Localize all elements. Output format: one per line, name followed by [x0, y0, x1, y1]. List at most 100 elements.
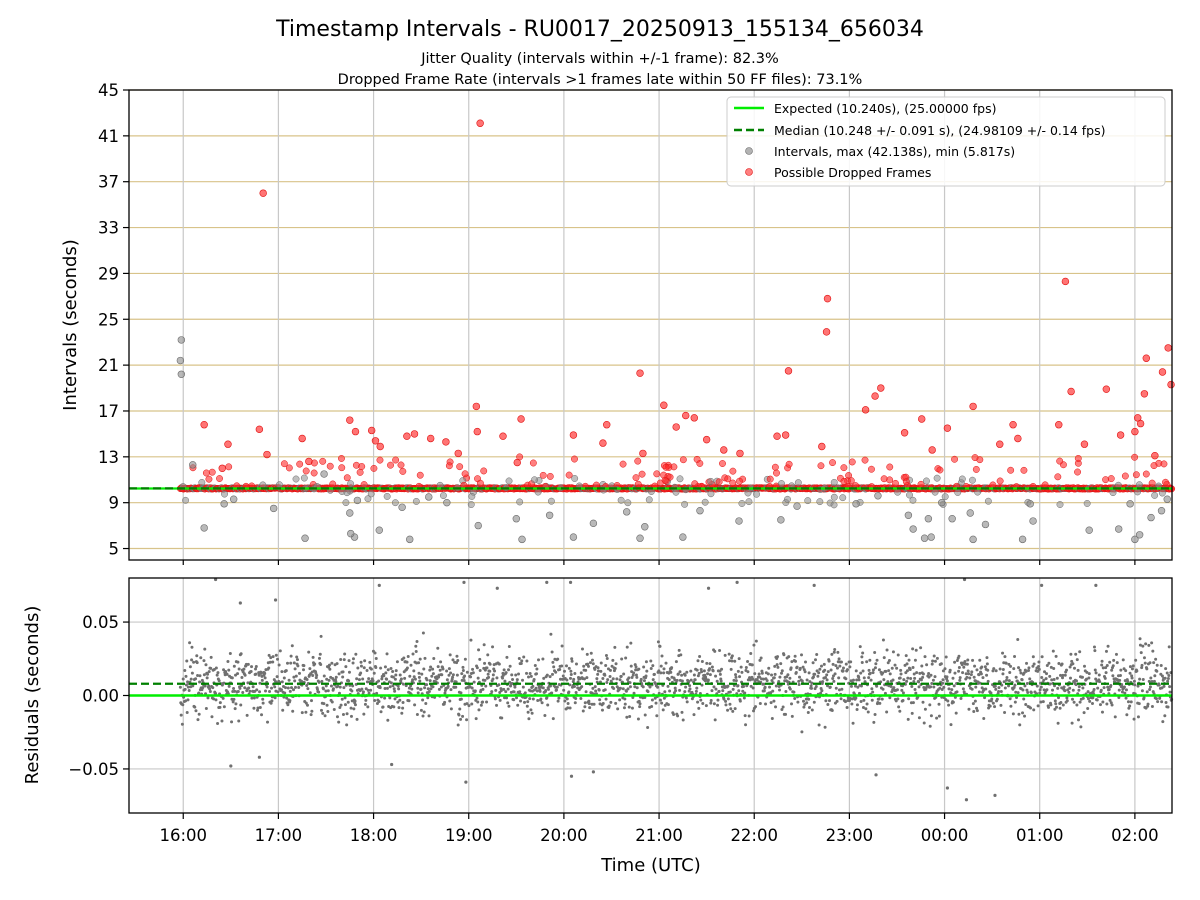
residual-point: [1130, 676, 1134, 680]
dropped-frame-point: [397, 461, 405, 469]
residual-point: [1020, 678, 1024, 682]
dropped-frame-point: [969, 402, 977, 411]
residual-point: [230, 720, 234, 724]
interval-point: [1083, 500, 1091, 507]
residual-point: [383, 665, 387, 669]
residual-point: [807, 671, 811, 675]
residual-point: [1132, 679, 1136, 683]
residual-point: [845, 668, 849, 672]
residual-point: [569, 672, 573, 676]
residual-point: [821, 680, 825, 684]
dropped-frame-point: [653, 470, 661, 478]
residual-point: [1032, 662, 1036, 666]
residual-point: [692, 673, 696, 677]
residual-point: [802, 699, 806, 703]
residual-point: [512, 698, 516, 702]
residual-point: [683, 673, 687, 677]
residual-point: [905, 669, 909, 673]
dropped-frame-point: [461, 470, 469, 478]
interval-point: [839, 494, 847, 502]
residual-point: [965, 662, 969, 666]
residual-point: [1076, 718, 1080, 722]
residual-point: [650, 698, 654, 702]
residual-point: [1069, 652, 1073, 656]
residual-point: [941, 678, 945, 682]
residual-point: [788, 687, 792, 691]
residual-point: [905, 662, 909, 666]
residual-point: [790, 702, 794, 706]
residual-point: [1151, 649, 1155, 653]
residual-point: [510, 673, 514, 677]
residual-point: [550, 672, 554, 676]
residual-point: [289, 654, 293, 658]
residual-point: [1140, 689, 1144, 693]
residual-point: [739, 665, 743, 669]
residual-point: [1082, 664, 1086, 668]
residual-point: [1037, 667, 1041, 671]
residual-point: [874, 773, 878, 777]
residual-point: [591, 686, 595, 690]
residual-point: [1018, 723, 1022, 727]
residual-point: [895, 688, 899, 692]
residual-point: [329, 684, 333, 688]
residual-point: [1166, 677, 1170, 681]
residual-point: [635, 675, 639, 679]
dropped-frame-point: [403, 432, 411, 440]
residual-point: [377, 583, 381, 587]
residual-point: [715, 679, 719, 683]
residual-point: [708, 667, 712, 671]
interval-point: [1056, 501, 1064, 508]
interval-point: [259, 481, 267, 489]
dropped-frame-point: [376, 442, 384, 451]
residual-point: [280, 670, 284, 674]
residual-point: [733, 659, 737, 663]
residual-point: [836, 650, 840, 654]
residual-point: [481, 687, 485, 691]
residual-point: [919, 646, 923, 650]
residual-point: [892, 686, 896, 690]
residual-point: [986, 679, 990, 683]
interval-point: [793, 502, 801, 510]
residual-point: [818, 667, 822, 671]
residual-point: [891, 650, 895, 654]
residual-point: [260, 713, 264, 717]
dropped-frame-point: [472, 402, 481, 411]
dropped-frame-point: [661, 476, 669, 484]
interval-point: [512, 515, 521, 523]
residual-point: [491, 673, 495, 677]
residual-point: [568, 676, 572, 680]
dropped-frame-point: [1067, 387, 1075, 396]
residual-point: [516, 703, 520, 707]
residual-point: [374, 656, 378, 660]
residual-point: [449, 688, 453, 692]
residual-point: [216, 671, 220, 675]
residual-point: [860, 661, 864, 665]
residual-point: [643, 713, 647, 717]
residual-point: [319, 708, 323, 712]
residual-point: [1092, 687, 1096, 691]
residual-point: [805, 701, 809, 705]
residual-point: [596, 666, 600, 670]
residual-point: [519, 662, 523, 666]
residual-point: [365, 669, 369, 673]
residual-point: [521, 678, 525, 682]
dropped-frame-point: [200, 421, 208, 429]
residual-point: [1063, 673, 1067, 677]
residual-point: [475, 666, 479, 670]
residual-point: [446, 684, 450, 688]
dropped-frame-point: [442, 438, 450, 446]
residual-point: [254, 672, 258, 676]
dropped-frame-point: [679, 456, 687, 464]
residual-point: [751, 686, 755, 690]
residual-point: [218, 705, 222, 709]
residual-point: [1138, 677, 1142, 681]
residual-point: [951, 700, 955, 704]
residual-point: [913, 688, 917, 692]
residual-point: [835, 699, 839, 703]
dropped-frame-point: [329, 480, 337, 488]
interval-point: [830, 501, 838, 509]
residual-point: [210, 715, 214, 719]
residual-point: [872, 720, 876, 724]
residual-point: [1124, 688, 1128, 692]
residual-point: [1146, 702, 1150, 706]
